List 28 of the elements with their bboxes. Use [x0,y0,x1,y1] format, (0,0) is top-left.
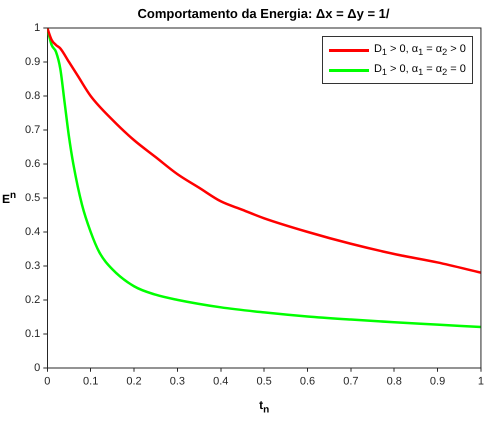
y-tick-label: 0.6 [24,158,40,170]
x-tick-label: 1 [478,375,484,388]
y-tick-label: 1 [34,22,40,34]
line-series [47,28,481,274]
y-tick-label: 0 [34,362,40,374]
x-tick-label: 0.9 [430,375,446,388]
x-tick-label: 0.8 [386,375,402,388]
x-axis-title: t$_{n}$ [259,398,270,416]
y-tick-label: 0.2 [24,294,40,306]
x-tick-label: 0.7 [343,375,358,388]
y-tick-label: 0.9 [24,56,40,68]
y-tick-label: 0.3 [24,260,40,272]
chart-title: Comportamento da Energia: Δx = Δy = 1/ [136,6,391,21]
x-tick-label: 0.2 [126,375,142,388]
y-tick-label: 0.4 [24,226,40,238]
x-tick-label: 0 [44,375,50,388]
x-tick-label: 0.5 [256,375,272,388]
x-tick-label: 0.3 [170,375,186,388]
x-tick-label: 0.1 [83,375,98,388]
y-tick-label: 0.7 [24,124,40,136]
x-tick-label: 0.6 [300,375,316,388]
y-tick-label: 0.8 [24,90,40,102]
legend-label: D$_{1}$ > 0, α$_{1}$ = α$_{2}$ = 0 [374,62,466,78]
y-axis-title: E$^{n}$ [2,190,16,206]
legend-label: D$_{1}$ > 0, α$_{1}$ = α$_{2}$ > 0 [374,42,466,58]
x-tick-label: 0.4 [213,375,228,388]
y-tick-label: 0.5 [24,192,40,204]
y-tick-label: 0.1 [24,328,40,340]
